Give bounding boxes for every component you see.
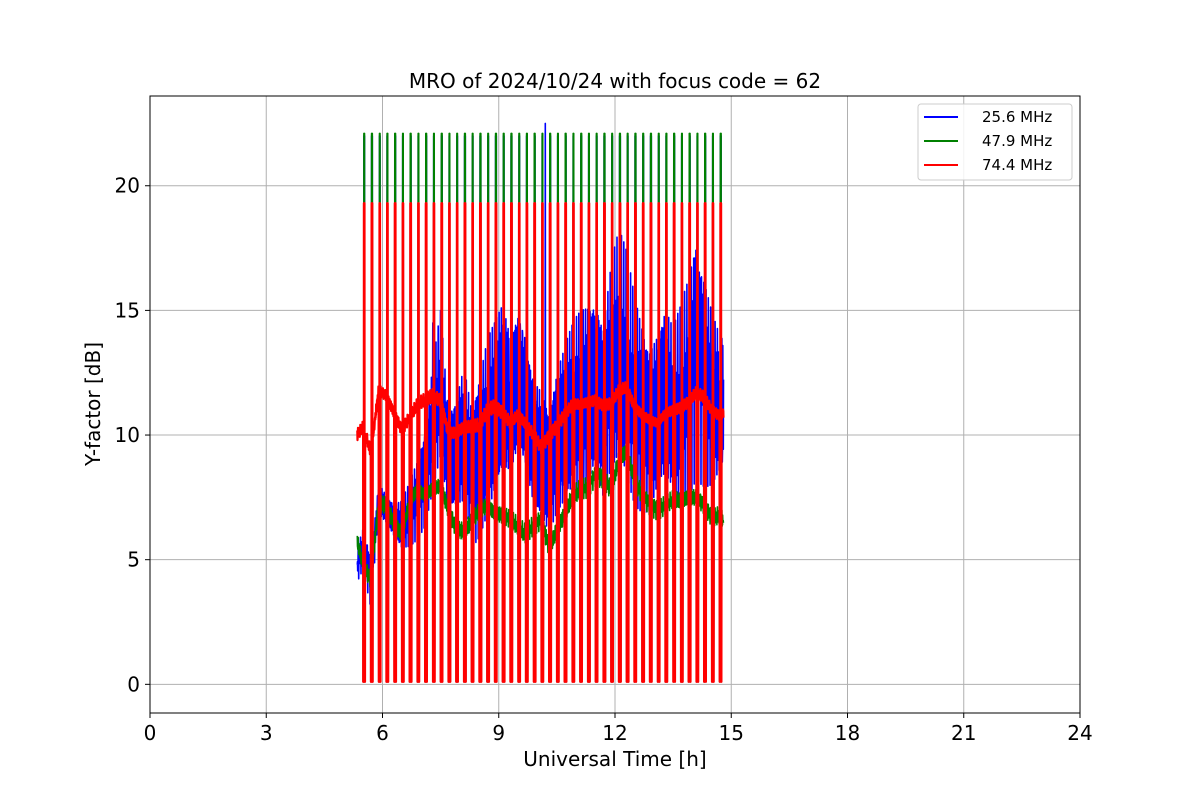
legend: 25.6 MHz 47.9 MHz 74.4 MHz bbox=[917, 103, 1073, 181]
y-tick-label: 10 bbox=[115, 423, 140, 447]
series-line bbox=[356, 202, 725, 683]
legend-label: 74.4 MHz bbox=[982, 156, 1052, 174]
x-axis-label: Universal Time [h] bbox=[523, 747, 706, 771]
x-tick-label: 3 bbox=[260, 721, 273, 745]
legend-box bbox=[917, 103, 1073, 181]
x-tick-label: 21 bbox=[951, 721, 976, 745]
series-layer bbox=[356, 122, 725, 683]
x-tick-label: 12 bbox=[602, 721, 627, 745]
y-tick-label: 20 bbox=[115, 174, 140, 198]
legend-item: 74.4 MHz bbox=[924, 156, 1052, 174]
series-74-4-mhz bbox=[356, 202, 725, 683]
x-tick-label: 24 bbox=[1067, 721, 1092, 745]
y-tick-label: 0 bbox=[127, 672, 140, 696]
y-tick-label: 5 bbox=[127, 548, 140, 572]
x-tick-label: 6 bbox=[376, 721, 389, 745]
x-tick-label: 0 bbox=[144, 721, 157, 745]
legend-item: 47.9 MHz bbox=[924, 132, 1052, 150]
legend-label: 25.6 MHz bbox=[982, 108, 1052, 126]
legend-item: 25.6 MHz bbox=[924, 108, 1052, 126]
ticks: 0 3 6 9 12 15 18 21 24 0 5 10 15 20 bbox=[115, 174, 1093, 745]
x-tick-label: 18 bbox=[835, 721, 860, 745]
chart-title: MRO of 2024/10/24 with focus code = 62 bbox=[409, 69, 821, 93]
y-axis-label: Y-factor [dB] bbox=[81, 342, 105, 467]
legend-label: 47.9 MHz bbox=[982, 132, 1052, 150]
y-tick-label: 15 bbox=[115, 298, 140, 322]
x-tick-label: 9 bbox=[492, 721, 505, 745]
x-tick-label: 15 bbox=[719, 721, 744, 745]
